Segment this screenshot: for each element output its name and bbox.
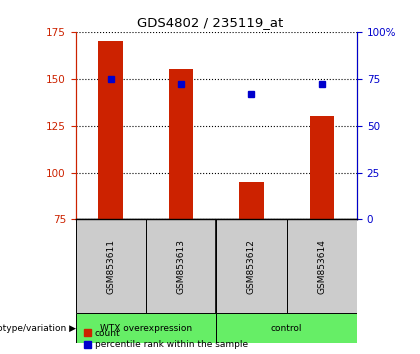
Text: GDS4802 / 235119_at: GDS4802 / 235119_at <box>137 16 283 29</box>
Text: genotype/variation ▶: genotype/variation ▶ <box>0 324 76 333</box>
Text: GSM853611: GSM853611 <box>106 239 115 294</box>
Bar <box>216 219 286 313</box>
Bar <box>239 182 264 219</box>
Bar <box>146 219 216 313</box>
Text: GSM853612: GSM853612 <box>247 239 256 294</box>
Bar <box>169 69 194 219</box>
Legend: count, percentile rank within the sample: count, percentile rank within the sample <box>80 325 251 353</box>
Bar <box>216 313 357 343</box>
Bar <box>286 219 357 313</box>
Text: control: control <box>271 324 302 333</box>
Text: GSM853613: GSM853613 <box>177 239 186 294</box>
Bar <box>76 313 216 343</box>
Bar <box>76 219 146 313</box>
Text: GSM853614: GSM853614 <box>318 239 326 294</box>
Text: WTX overexpression: WTX overexpression <box>100 324 192 333</box>
Bar <box>98 41 123 219</box>
Bar <box>310 116 334 219</box>
